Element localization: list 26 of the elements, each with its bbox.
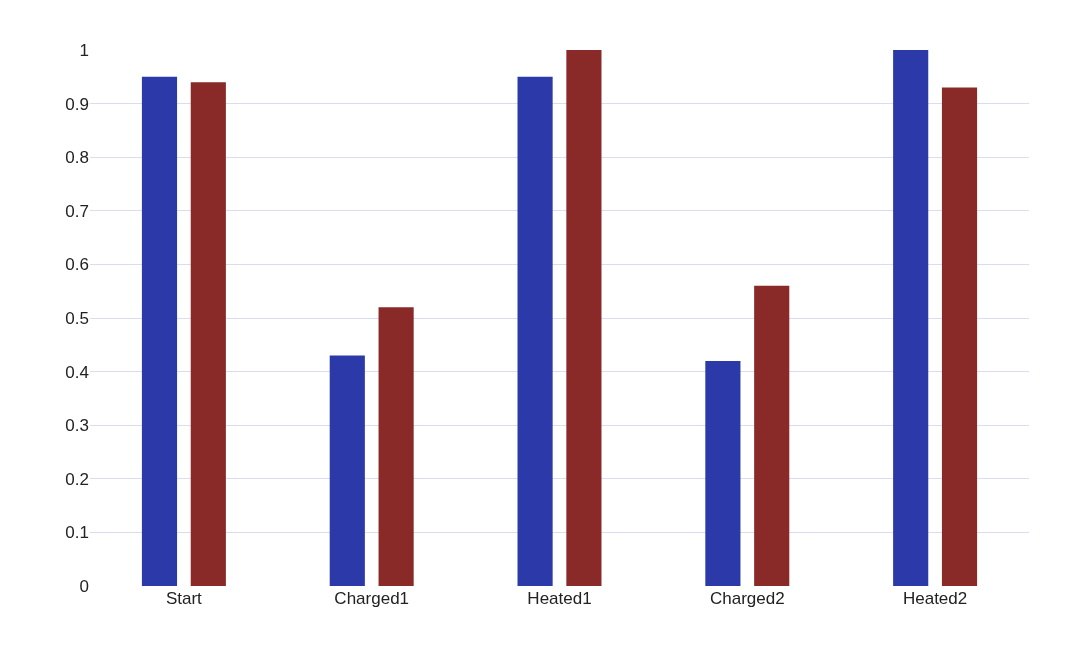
y-tick-label: 0.6 [65, 255, 89, 275]
x-tick-label: Heated1 [527, 589, 592, 608]
y-tick-label: 0.4 [65, 362, 89, 382]
bar [378, 307, 414, 586]
y-tick-label: 0.7 [65, 201, 89, 221]
y-tick-label: 0.3 [65, 416, 89, 436]
bar [893, 50, 929, 586]
x-tick-label: Charged2 [709, 589, 785, 608]
bar [329, 355, 365, 586]
y-tick-label: 0.9 [65, 94, 89, 114]
y-tick-label: 0.1 [65, 523, 89, 543]
y-tick-label: 0 [79, 576, 89, 596]
bar [141, 76, 178, 586]
x-tick-label: Start [165, 589, 203, 608]
bar [705, 360, 741, 586]
y-tick-label: 0.2 [65, 469, 89, 489]
x-tick-label: Charged1 [334, 589, 410, 608]
y-tick-label: 0.8 [65, 148, 89, 168]
bar [517, 76, 553, 586]
x-tick-label: Heated2 [902, 589, 968, 608]
y-tick-label: 1 [79, 40, 89, 60]
y-tick-label: 0.5 [65, 308, 89, 328]
bar [190, 82, 226, 586]
bar [754, 285, 790, 586]
bar [566, 50, 602, 586]
bar [941, 87, 978, 586]
